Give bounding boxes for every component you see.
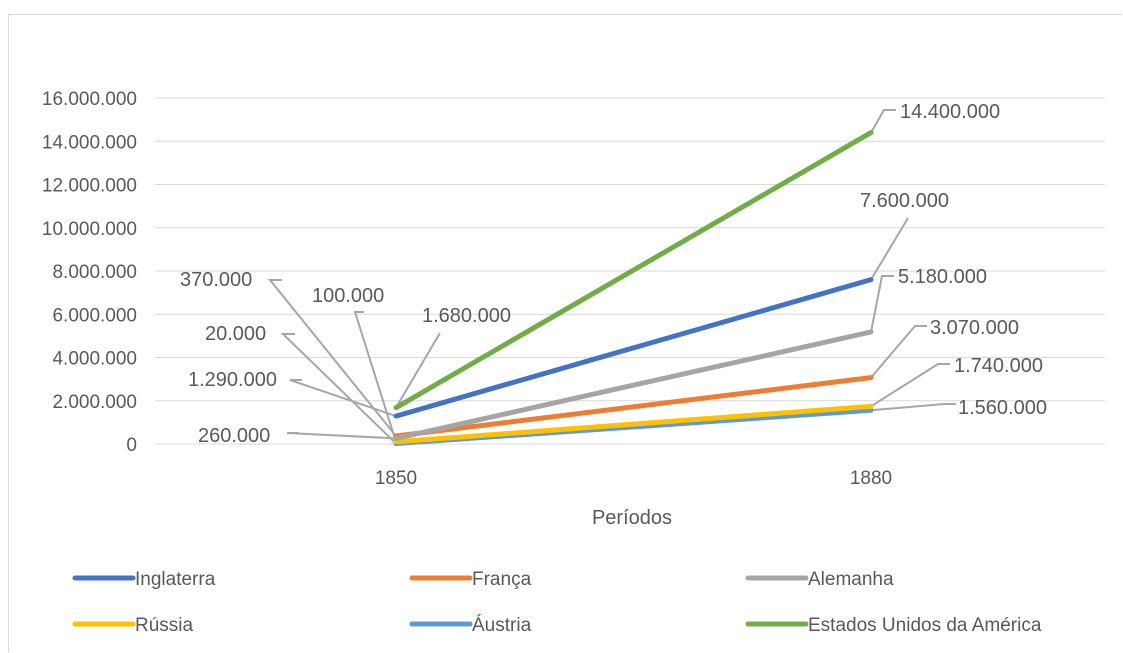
- data-label: 14.400.000: [900, 101, 1000, 123]
- y-tick-label: 14.000.000: [42, 132, 137, 153]
- data-label-leader: [870, 363, 950, 408]
- legend: Inglaterra França Alemanha Rússia Áustria Est…: [72, 569, 1042, 636]
- y-tick-label: 6.000.000: [52, 305, 137, 326]
- series-line: [393, 130, 874, 411]
- x-axis-ticks: 1850 1880: [375, 468, 892, 489]
- label-leader-lines: [267, 109, 956, 445]
- data-label: 260.000: [198, 425, 270, 447]
- y-axis-ticks: 0 2.000.000 4.000.000 6.000.000 8.000.000 10.…: [42, 89, 137, 456]
- data-label: 5.180.000: [898, 266, 987, 288]
- y-tick-label: 16.000.000: [42, 89, 137, 110]
- data-label-leader: [870, 403, 956, 412]
- x-tick-label: 1850: [375, 468, 417, 489]
- data-label-leader: [286, 432, 397, 440]
- y-tick-label: 2.000.000: [52, 392, 137, 413]
- data-label-leader: [395, 332, 441, 409]
- data-label: 370.000: [180, 269, 252, 291]
- series-line: [393, 277, 874, 419]
- legend-label: França: [472, 569, 532, 590]
- data-label-leader: [870, 217, 909, 281]
- series-line: [393, 375, 874, 439]
- y-tick-label: 10.000.000: [42, 219, 137, 240]
- data-label-leader: [870, 109, 896, 134]
- data-label-leader: [353, 311, 397, 443]
- chart-frame: [8, 14, 1122, 652]
- data-label-leader: [870, 325, 927, 379]
- data-label: 1.680.000: [422, 305, 511, 327]
- data-label-leader: [289, 379, 397, 418]
- x-tick-label: 1880: [850, 468, 892, 489]
- data-label: 3.070.000: [930, 317, 1019, 339]
- data-label: 1.290.000: [188, 369, 277, 391]
- data-label-leader: [267, 279, 397, 437]
- y-tick-label: 0: [126, 435, 137, 456]
- data-label: 100.000: [312, 285, 384, 307]
- series-line: [393, 329, 874, 441]
- data-label: 7.600.000: [860, 190, 949, 212]
- gridlines: [155, 97, 1105, 445]
- y-tick-label: 4.000.000: [52, 349, 137, 370]
- legend-label: Alemanha: [808, 569, 894, 590]
- legend-label: Rússia: [135, 615, 194, 636]
- series-line: [393, 403, 874, 445]
- series-lines: [393, 130, 874, 447]
- data-label: 1.740.000: [954, 355, 1043, 377]
- data-labels: 1.290.000 7.600.000 370.000 3.070.000 260.00…: [180, 101, 1047, 447]
- legend-label: Estados Unidos da América: [808, 615, 1042, 636]
- legend-label: Inglaterra: [135, 569, 216, 590]
- legend-label: Áustria: [472, 615, 532, 636]
- y-tick-label: 8.000.000: [52, 262, 137, 283]
- y-tick-label: 12.000.000: [42, 176, 137, 197]
- data-label: 20.000: [205, 323, 266, 345]
- x-axis-title: Períodos: [592, 507, 672, 529]
- data-label: 1.560.000: [958, 397, 1047, 419]
- data-label-leader: [280, 333, 397, 445]
- data-label-leader: [870, 275, 894, 333]
